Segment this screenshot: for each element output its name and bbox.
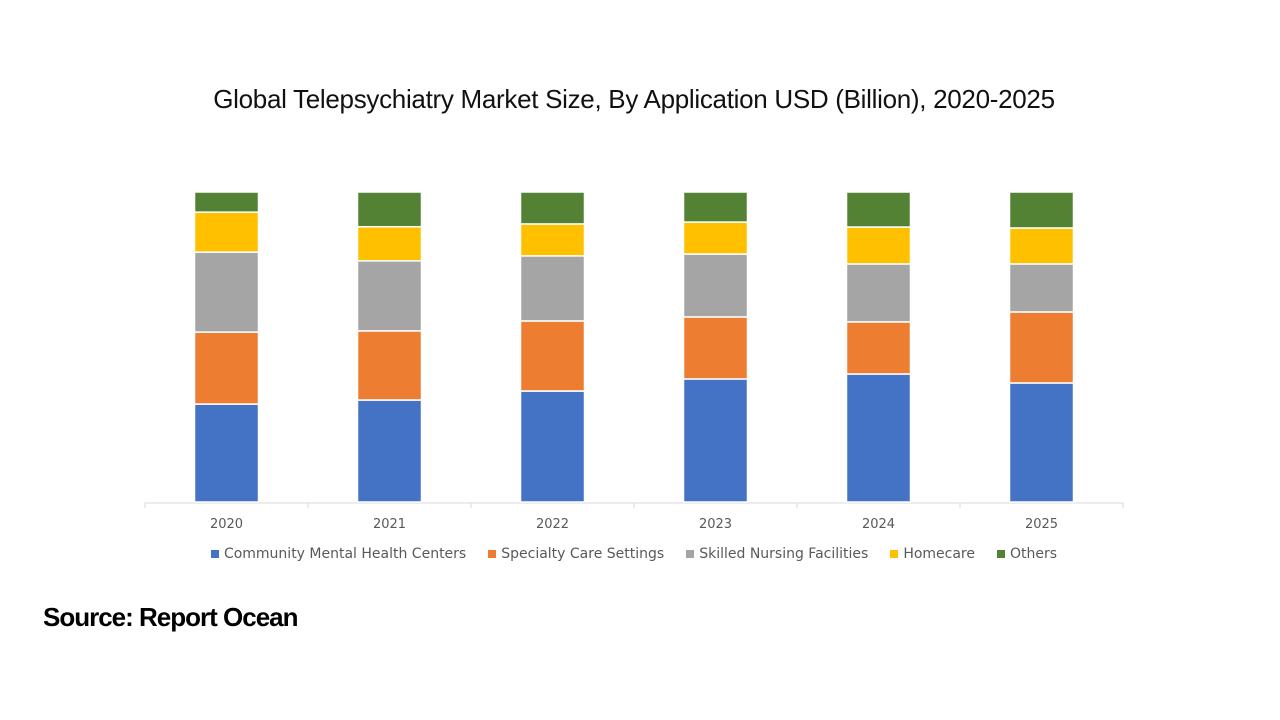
bar-segment-skilled-nursing-facilities-2020: [193, 251, 260, 333]
bar-segment-skilled-nursing-facilities-2023: [682, 253, 749, 318]
bar-segment-specialty-care-settings-2024: [845, 321, 912, 375]
x-tick-label: 2024: [862, 517, 895, 532]
bar-segment-specialty-care-settings-2025: [1008, 311, 1075, 384]
bar-segment-skilled-nursing-facilities-2022: [519, 255, 586, 322]
legend-item: Skilled Nursing Facilities: [686, 546, 868, 562]
legend-label: Skilled Nursing Facilities: [699, 546, 869, 562]
bar-segment-others-2020: [193, 191, 260, 213]
bar-segment-specialty-care-settings-2023: [682, 316, 749, 380]
bar-segment-specialty-care-settings-2020: [193, 331, 260, 405]
bar-segment-homecare-2022: [519, 223, 586, 257]
bar-segment-homecare-2020: [193, 211, 260, 253]
bar-segment-community-mental-health-centers-2022: [519, 390, 586, 503]
legend-swatch: [997, 550, 1005, 558]
bar-segment-others-2025: [1008, 191, 1075, 229]
bar-segment-others-2023: [682, 191, 749, 223]
legend: Community Mental Health Centers Specialty…: [0, 546, 1268, 562]
bar-segment-community-mental-health-centers-2023: [682, 378, 749, 503]
bar-segment-community-mental-health-centers-2021: [356, 399, 423, 503]
legend-label: Homecare: [903, 546, 975, 562]
bar-segment-skilled-nursing-facilities-2021: [356, 260, 423, 332]
legend-swatch: [686, 550, 695, 558]
x-tick-label: 2023: [699, 517, 732, 532]
legend-item: Others: [997, 546, 1057, 562]
bar-segment-homecare-2025: [1008, 227, 1075, 265]
legend-label: Others: [1010, 546, 1058, 562]
bar-segment-others-2021: [356, 191, 423, 228]
legend-label: Community Mental Health Centers: [223, 546, 467, 562]
bar-segment-homecare-2023: [682, 221, 749, 255]
x-tick-label: 2021: [373, 517, 406, 532]
bar-segment-community-mental-health-centers-2024: [845, 373, 912, 503]
x-tick-label: 2025: [1025, 517, 1058, 532]
bar-segment-skilled-nursing-facilities-2025: [1008, 263, 1075, 313]
x-tick-label: 2020: [210, 517, 243, 532]
legend-swatch: [488, 550, 497, 558]
legend-label: Specialty Care Settings: [501, 546, 665, 562]
legend-item: Specialty Care Settings: [488, 546, 664, 562]
bar-segment-others-2022: [519, 191, 586, 225]
chart-title: Global Telepsychiatry Market Size, By Ap…: [213, 84, 1055, 114]
x-tick-label: 2022: [536, 517, 569, 532]
source-label: Source: Report Ocean: [43, 602, 299, 632]
bar-segment-homecare-2021: [356, 225, 423, 262]
bar-segment-others-2024: [845, 191, 912, 228]
legend-swatch: [210, 550, 219, 558]
bar-segment-community-mental-health-centers-2025: [1008, 382, 1075, 503]
bar-segment-community-mental-health-centers-2020: [193, 403, 260, 503]
bar-segment-skilled-nursing-facilities-2024: [845, 263, 912, 323]
legend-item: Homecare: [890, 546, 975, 562]
legend-item: Community Mental Health Centers: [210, 546, 467, 562]
legend-swatch: [890, 550, 899, 558]
bar-segment-specialty-care-settings-2022: [519, 320, 586, 392]
bar-segment-homecare-2024: [845, 226, 912, 265]
bar-segment-specialty-care-settings-2021: [356, 330, 423, 401]
